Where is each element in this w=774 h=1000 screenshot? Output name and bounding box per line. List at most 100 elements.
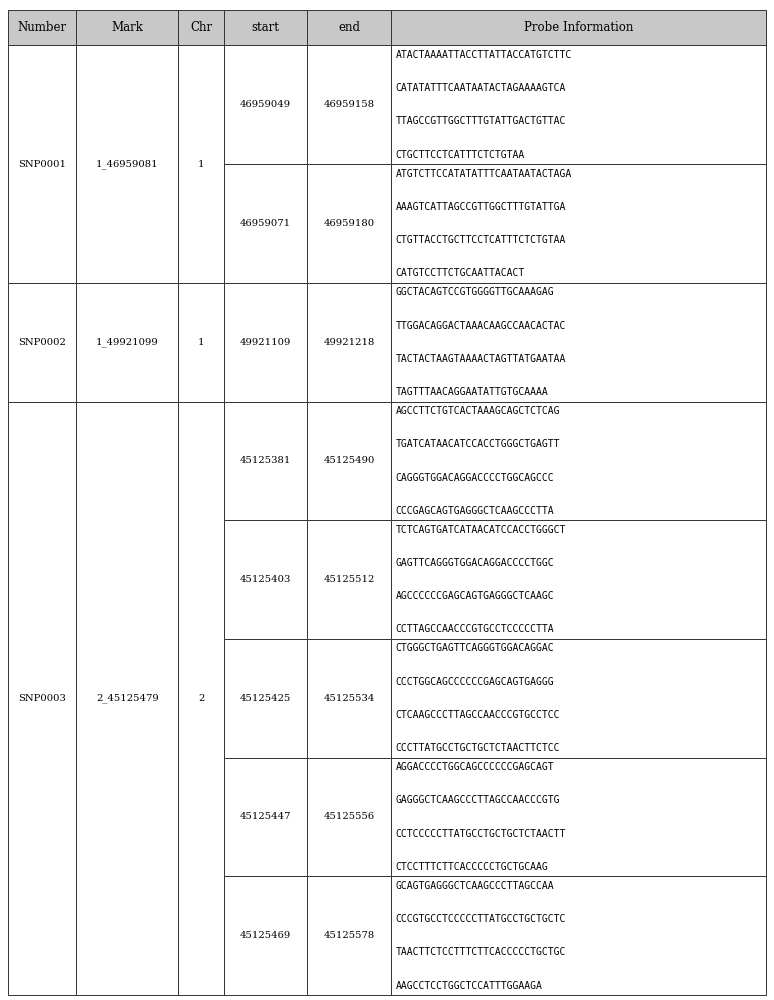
Text: GAGGGCTCAAGCCCTTAGCCAACCCGTG: GAGGGCTCAAGCCCTTAGCCAACCCGTG <box>396 795 560 805</box>
Text: CTGCTTCCTCATTTCTCTGTAA: CTGCTTCCTCATTTCTCTGTAA <box>396 150 525 160</box>
Bar <box>307 402 391 520</box>
Bar <box>8 402 76 995</box>
Bar <box>178 283 224 402</box>
Text: SNP0001: SNP0001 <box>18 160 66 169</box>
Text: 45125403: 45125403 <box>240 575 291 584</box>
Text: GGCTACAGTCCGTGGGGTTGCAAAGAG: GGCTACAGTCCGTGGGGTTGCAAAGAG <box>396 287 554 297</box>
Bar <box>307 283 391 402</box>
Text: 45125469: 45125469 <box>240 931 291 940</box>
Bar <box>224 402 307 520</box>
Text: CTCCTTTCTTCACCCCCTGCTGCAAG: CTCCTTTCTTCACCCCCTGCTGCAAG <box>396 862 548 872</box>
Text: 45125425: 45125425 <box>240 694 291 703</box>
Bar <box>391 876 766 995</box>
Text: AAGCCTCCTGGCTCCATTTGGAAGA: AAGCCTCCTGGCTCCATTTGGAAGA <box>396 981 543 991</box>
Bar <box>224 10 307 45</box>
Bar <box>224 164 307 283</box>
Bar <box>8 283 76 402</box>
Text: Probe Information: Probe Information <box>524 21 633 34</box>
Text: 2_45125479: 2_45125479 <box>96 693 159 703</box>
Bar <box>76 45 178 283</box>
Bar <box>224 283 307 402</box>
Text: start: start <box>252 21 279 34</box>
Text: Number: Number <box>17 21 67 34</box>
Text: CCCGTGCCTCCCCCTTATGCCTGCTGCTC: CCCGTGCCTCCCCCTTATGCCTGCTGCTC <box>396 914 566 924</box>
Text: SNP0003: SNP0003 <box>18 694 66 703</box>
Text: 46959071: 46959071 <box>240 219 291 228</box>
Text: TACTACTAAGTAAAACTAGTTATGAATAA: TACTACTAAGTAAAACTAGTTATGAATAA <box>396 354 566 364</box>
Bar <box>224 758 307 876</box>
Text: CATATATTTCAATAATACTAGAAAAGTCA: CATATATTTCAATAATACTAGAAAAGTCA <box>396 83 566 93</box>
Text: CTGGGCTGAGTTCAGGGTGGACAGGAC: CTGGGCTGAGTTCAGGGTGGACAGGAC <box>396 643 554 653</box>
Bar <box>178 10 224 45</box>
Text: AAAGTCATTAGCCGTTGGCTTTGTATTGA: AAAGTCATTAGCCGTTGGCTTTGTATTGA <box>396 202 566 212</box>
Text: 2: 2 <box>198 694 204 703</box>
Text: ATACTAAAATTACCTTATTACCATGTCTTC: ATACTAAAATTACCTTATTACCATGTCTTC <box>396 50 571 60</box>
Text: CCTTAGCCAACCCGTGCCTCCCCCTTA: CCTTAGCCAACCCGTGCCTCCCCCTTA <box>396 624 554 634</box>
Text: TAGTTTAACAGGAATATTGTGCAAAA: TAGTTTAACAGGAATATTGTGCAAAA <box>396 387 548 397</box>
Text: AGGACCCCTGGCAGCCCCCCGAGCAGT: AGGACCCCTGGCAGCCCCCCGAGCAGT <box>396 762 554 772</box>
Bar <box>391 402 766 520</box>
Text: TGATCATAACATCCACCTGGGCTGAGTT: TGATCATAACATCCACCTGGGCTGAGTT <box>396 439 560 449</box>
Text: CTCAAGCCCTTAGCCAACCCGTGCCTCC: CTCAAGCCCTTAGCCAACCCGTGCCTCC <box>396 710 560 720</box>
Text: AGCCTTCTGTCACTAAAGCAGCTCTCAG: AGCCTTCTGTCACTAAAGCAGCTCTCAG <box>396 406 560 416</box>
Text: CCCTGGCAGCCCCCCGAGCAGTGAGGG: CCCTGGCAGCCCCCCGAGCAGTGAGGG <box>396 677 554 687</box>
Bar <box>307 639 391 758</box>
Text: TTAGCCGTTGGCTTTGTATTGACTGTTAC: TTAGCCGTTGGCTTTGTATTGACTGTTAC <box>396 116 566 126</box>
Text: CCCTTATGCCTGCTGCTCTAACTTCTCC: CCCTTATGCCTGCTGCTCTAACTTCTCC <box>396 743 560 753</box>
Text: SNP0002: SNP0002 <box>18 338 66 347</box>
Text: 1: 1 <box>198 338 204 347</box>
Bar <box>224 520 307 639</box>
Text: CCTCCCCCTTATGCCTGCTGCTCTAACTT: CCTCCCCCTTATGCCTGCTGCTCTAACTT <box>396 829 566 839</box>
Text: 1: 1 <box>198 160 204 169</box>
Text: 46959180: 46959180 <box>324 219 375 228</box>
Text: 1_46959081: 1_46959081 <box>96 159 159 169</box>
Text: GCAGTGAGGGCTCAAGCCCTTAGCCAA: GCAGTGAGGGCTCAAGCCCTTAGCCAA <box>396 881 554 891</box>
Bar <box>391 639 766 758</box>
Bar <box>76 10 178 45</box>
Text: 46959049: 46959049 <box>240 100 291 109</box>
Bar <box>224 876 307 995</box>
Text: Mark: Mark <box>111 21 143 34</box>
Bar <box>224 45 307 164</box>
Bar <box>307 520 391 639</box>
Bar <box>8 10 76 45</box>
Text: CATGTCCTTCTGCAATTACACT: CATGTCCTTCTGCAATTACACT <box>396 268 525 278</box>
Text: 46959158: 46959158 <box>324 100 375 109</box>
Bar <box>8 45 76 283</box>
Text: 45125512: 45125512 <box>324 575 375 584</box>
Text: 45125447: 45125447 <box>240 812 291 821</box>
Text: TAACTTCTCCTTTCTTCACCCCCTGCTGC: TAACTTCTCCTTTCTTCACCCCCTGCTGC <box>396 947 566 957</box>
Bar <box>76 402 178 995</box>
Bar <box>391 520 766 639</box>
Text: CCCGAGCAGTGAGGGCTCAAGCCCTTA: CCCGAGCAGTGAGGGCTCAAGCCCTTA <box>396 506 554 516</box>
Bar <box>224 639 307 758</box>
Text: GAGTTCAGGGTGGACAGGACCCCTGGC: GAGTTCAGGGTGGACAGGACCCCTGGC <box>396 558 554 568</box>
Text: end: end <box>338 21 360 34</box>
Text: 49921218: 49921218 <box>324 338 375 347</box>
Bar <box>307 758 391 876</box>
Text: Chr: Chr <box>190 21 212 34</box>
Text: AGCCCCCCGAGCAGTGAGGGCTCAAGC: AGCCCCCCGAGCAGTGAGGGCTCAAGC <box>396 591 554 601</box>
Bar <box>76 283 178 402</box>
Text: TTGGACAGGACTAAACAAGCCAACACTAC: TTGGACAGGACTAAACAAGCCAACACTAC <box>396 321 566 331</box>
Text: 45125578: 45125578 <box>324 931 375 940</box>
Text: CAGGGTGGACAGGACCCCTGGCAGCCC: CAGGGTGGACAGGACCCCTGGCAGCCC <box>396 473 554 483</box>
Bar <box>178 402 224 995</box>
Bar <box>391 283 766 402</box>
Bar <box>307 876 391 995</box>
Text: 45125556: 45125556 <box>324 812 375 821</box>
Text: 1_49921099: 1_49921099 <box>96 337 159 347</box>
Bar <box>391 45 766 164</box>
Text: TCTCAGTGATCATAACATCCACCTGGGCT: TCTCAGTGATCATAACATCCACCTGGGCT <box>396 525 566 535</box>
Bar <box>307 10 391 45</box>
Bar <box>307 45 391 164</box>
Bar <box>391 164 766 283</box>
Bar <box>307 164 391 283</box>
Bar <box>391 758 766 876</box>
Bar <box>391 10 766 45</box>
Text: CTGTTACCTGCTTCCTCATTTCTCTGTAA: CTGTTACCTGCTTCCTCATTTCTCTGTAA <box>396 235 566 245</box>
Text: 45125534: 45125534 <box>324 694 375 703</box>
Text: 45125381: 45125381 <box>240 456 291 465</box>
Text: ATGTCTTCCATATATTTCAATAATACTAGA: ATGTCTTCCATATATTTCAATAATACTAGA <box>396 169 571 179</box>
Text: 45125490: 45125490 <box>324 456 375 465</box>
